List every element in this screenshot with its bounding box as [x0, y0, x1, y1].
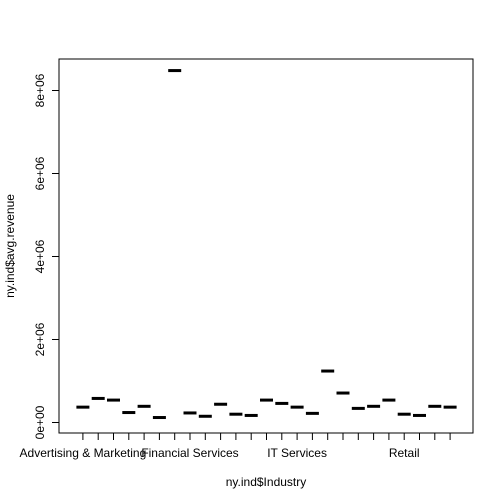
x-tick-label: Financial Services	[141, 446, 238, 460]
y-tick-label: 6e+06	[33, 156, 47, 190]
y-tick-label: 8e+06	[33, 73, 47, 107]
y-axis-label: ny.ind$avg.revenue	[3, 194, 17, 298]
plot-frame	[58, 58, 474, 434]
y-tick-label: 4e+06	[33, 239, 47, 273]
x-tick-label: Retail	[389, 446, 420, 460]
y-tick-label: 2e+06	[33, 322, 47, 356]
x-axis-label: ny.ind$Industry	[226, 475, 307, 489]
x-tick-label: IT Services	[267, 446, 327, 460]
x-tick-label: Advertising & Marketing	[20, 446, 147, 460]
y-tick-label: 0e+00	[33, 405, 47, 439]
